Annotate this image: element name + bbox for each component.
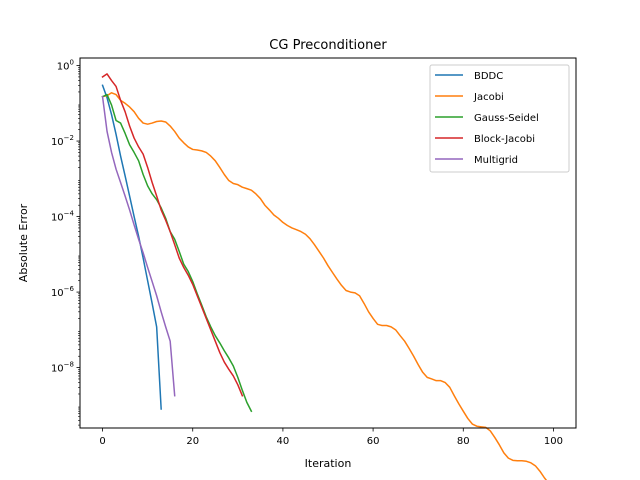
y-tick-label: 10−8	[51, 361, 74, 375]
x-tick-label: 60	[367, 436, 380, 447]
x-tick-label: 80	[457, 436, 470, 447]
series-line-gauss-seidel	[101, 93, 253, 413]
x-tick-label: 40	[277, 436, 290, 447]
y-tick-label: 10−2	[51, 134, 74, 148]
y-tick-label: 10−6	[51, 285, 75, 299]
series-line-block-jacobi	[101, 73, 244, 397]
y-tick-label: 10−4	[51, 210, 75, 224]
legend: BDDC Jacobi Gauss-Seidel Block-Jacobi Multig…	[429, 64, 570, 173]
legend-label: BDDC	[474, 71, 503, 82]
series-line-jacobi	[101, 92, 548, 480]
x-axis-ticks: 0 20 40 60 80 100	[99, 428, 563, 447]
y-axis-ticks: 100 10−2 10−4 10−6 10−8	[51, 59, 80, 426]
y-tick-label: 100	[57, 59, 74, 73]
x-tick-label: 0	[99, 436, 105, 447]
series-line-multigrid	[101, 95, 176, 397]
y-axis-label: Absolute Error	[17, 203, 30, 282]
legend-label: Block-Jacobi	[474, 134, 535, 145]
legend-box	[429, 64, 570, 173]
legend-label: Jacobi	[473, 92, 504, 103]
chart-title: CG Preconditioner	[269, 38, 387, 53]
x-tick-label: 100	[544, 436, 563, 447]
legend-label: Gauss-Seidel	[474, 113, 539, 124]
x-tick-label: 20	[186, 436, 199, 447]
series-line-bddc	[101, 84, 162, 410]
plot-lines	[101, 73, 548, 480]
x-axis-label: Iteration	[305, 457, 352, 470]
legend-label: Multigrid	[474, 155, 518, 166]
